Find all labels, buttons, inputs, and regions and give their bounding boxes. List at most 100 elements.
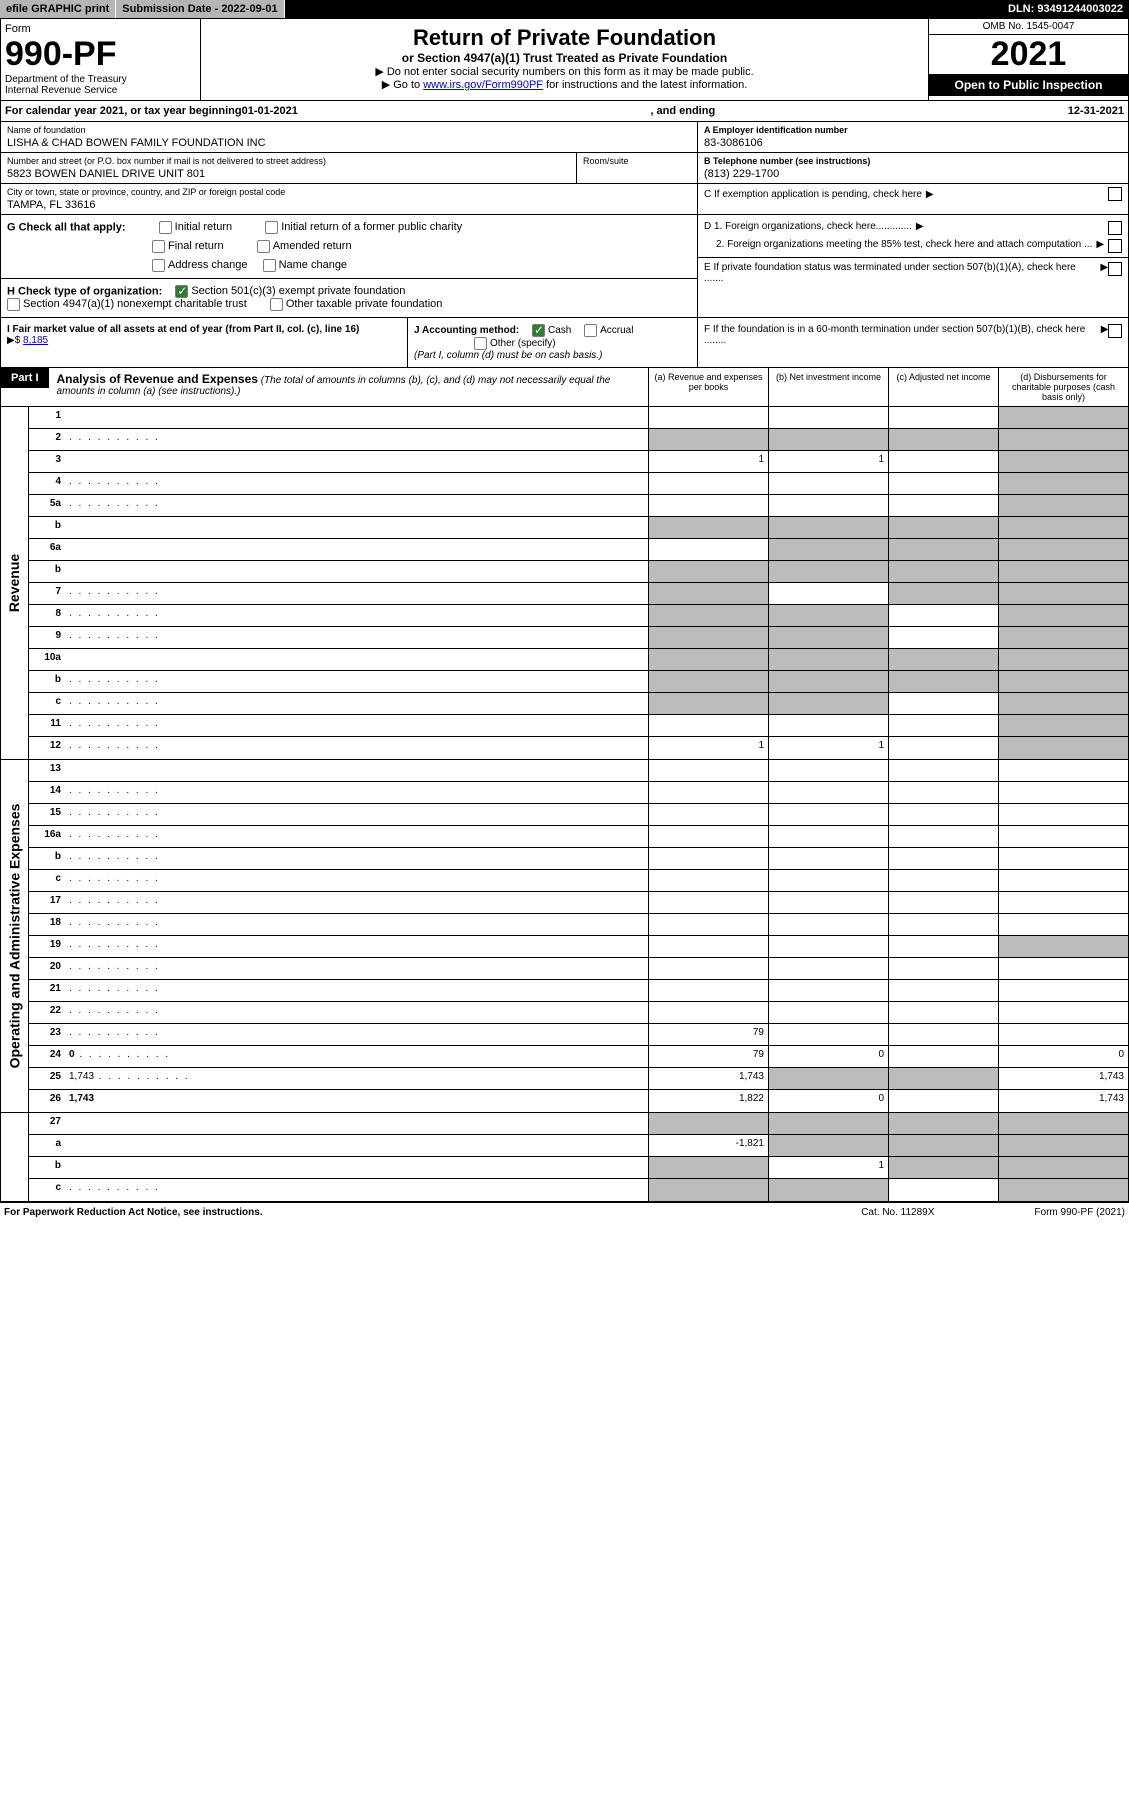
arrow-icon xyxy=(926,189,934,200)
part1-header: Part I Analysis of Revenue and Expenses … xyxy=(0,368,1129,407)
irs-link[interactable]: www.irs.gov/Form990PF xyxy=(423,79,543,91)
table-row: b xyxy=(29,561,1128,583)
d2-label: 2. Foreign organizations meeting the 85%… xyxy=(716,239,1092,253)
fmv-link[interactable]: 8,185 xyxy=(23,335,48,346)
instr-link-row: ▶ Go to www.irs.gov/Form990PF for instru… xyxy=(207,78,922,91)
cash-chk[interactable] xyxy=(532,324,545,337)
501c3-chk[interactable] xyxy=(175,285,188,298)
table-row: 9 xyxy=(29,627,1128,649)
street-address: 5823 BOWEN DANIEL DRIVE UNIT 801 xyxy=(7,166,570,180)
table-row: c xyxy=(29,1179,1128,1201)
e-checkbox[interactable] xyxy=(1108,262,1122,276)
table-row: 17 xyxy=(29,892,1128,914)
table-row: 20 xyxy=(29,958,1128,980)
city-state-zip: TAMPA, FL 33616 xyxy=(7,197,691,211)
initial-return-chk[interactable] xyxy=(159,221,172,234)
col-a-header: (a) Revenue and expenses per books xyxy=(648,368,768,406)
table-row: 261,7431,82201,743 xyxy=(29,1090,1128,1112)
d2-checkbox[interactable] xyxy=(1108,239,1122,253)
col-d-header: (d) Disbursements for charitable purpose… xyxy=(998,368,1128,406)
table-row: 22 xyxy=(29,1002,1128,1024)
entity-info: Name of foundation LISHA & CHAD BOWEN FA… xyxy=(0,122,1129,215)
ein: 83-3086106 xyxy=(704,135,1122,149)
dln: DLN: 93491244003022 xyxy=(1002,0,1129,18)
initial-former-chk[interactable] xyxy=(265,221,278,234)
table-row: 2379 xyxy=(29,1024,1128,1046)
table-row: a-1,821 xyxy=(29,1135,1128,1157)
form-title: Return of Private Foundation xyxy=(207,25,922,51)
table-row: 14 xyxy=(29,782,1128,804)
efile-label: efile GRAPHIC print xyxy=(0,0,116,18)
form-number: 990-PF xyxy=(5,35,196,74)
table-row: 4 xyxy=(29,473,1128,495)
d1-checkbox[interactable] xyxy=(1108,221,1122,235)
cat-no: Cat. No. 11289X xyxy=(861,1207,934,1218)
final-return-chk[interactable] xyxy=(152,240,165,253)
address-change-chk[interactable] xyxy=(152,259,165,272)
4947-chk[interactable] xyxy=(7,298,20,311)
table-row: b1 xyxy=(29,1157,1128,1179)
table-row: c xyxy=(29,870,1128,892)
table-row: 1 xyxy=(29,407,1128,429)
table-row: 15 xyxy=(29,804,1128,826)
table-row: b xyxy=(29,848,1128,870)
f-checkbox[interactable] xyxy=(1108,324,1122,338)
footer: For Paperwork Reduction Act Notice, see … xyxy=(0,1202,1129,1222)
table-row: 16a xyxy=(29,826,1128,848)
part1-title: Analysis of Revenue and Expenses xyxy=(57,372,258,386)
bottom-section: 27a-1,821b1c xyxy=(0,1113,1129,1202)
table-row: 21 xyxy=(29,980,1128,1002)
form-word: Form xyxy=(5,23,196,35)
table-row: b xyxy=(29,517,1128,539)
col-b-header: (b) Net investment income xyxy=(768,368,888,406)
table-row: 6a xyxy=(29,539,1128,561)
table-row: b xyxy=(29,671,1128,693)
table-row: 18 xyxy=(29,914,1128,936)
telephone: (813) 229-1700 xyxy=(704,166,1122,180)
revenue-section: Revenue 1231145ab6ab78910abc111211 xyxy=(0,407,1129,760)
accrual-chk[interactable] xyxy=(584,324,597,337)
c-checkbox[interactable] xyxy=(1108,187,1122,201)
form-ref: Form 990-PF (2021) xyxy=(1034,1207,1125,1218)
e-label: E If private foundation status was termi… xyxy=(704,262,1096,284)
j-note: (Part I, column (d) must be on cash basi… xyxy=(414,350,602,361)
expenses-section: Operating and Administrative Expenses 13… xyxy=(0,760,1129,1113)
submission-date: Submission Date - 2022-09-01 xyxy=(116,0,284,18)
c-label: C If exemption application is pending, c… xyxy=(704,189,922,200)
revenue-label: Revenue xyxy=(7,554,23,612)
other-method-chk[interactable] xyxy=(474,337,487,350)
table-row: 251,7431,7431,743 xyxy=(29,1068,1128,1090)
i-label: I Fair market value of all assets at end… xyxy=(7,324,359,335)
form-header: Form 990-PF Department of the Treasury I… xyxy=(0,18,1129,101)
room-label: Room/suite xyxy=(583,156,691,166)
name-change-chk[interactable] xyxy=(263,259,276,272)
open-public: Open to Public Inspection xyxy=(929,74,1128,96)
table-row: 311 xyxy=(29,451,1128,473)
h-label: H Check type of organization: xyxy=(7,285,162,297)
calendar-year-row: For calendar year 2021, or tax year begi… xyxy=(0,101,1129,122)
table-row: 19 xyxy=(29,936,1128,958)
amended-chk[interactable] xyxy=(257,240,270,253)
g-label: G Check all that apply: xyxy=(7,221,126,233)
table-row: 8 xyxy=(29,605,1128,627)
d1-label: D 1. Foreign organizations, check here..… xyxy=(704,221,912,235)
table-row: 2 xyxy=(29,429,1128,451)
tel-label: B Telephone number (see instructions) xyxy=(704,156,1122,166)
foundation-name: LISHA & CHAD BOWEN FAMILY FOUNDATION INC xyxy=(7,135,691,149)
table-row: 7 xyxy=(29,583,1128,605)
city-label: City or town, state or province, country… xyxy=(7,187,691,197)
irs: Internal Revenue Service xyxy=(5,85,196,96)
table-row: 13 xyxy=(29,760,1128,782)
col-c-header: (c) Adjusted net income xyxy=(888,368,998,406)
table-row: 10a xyxy=(29,649,1128,671)
year-begin: 01-01-2021 xyxy=(242,105,298,117)
ein-label: A Employer identification number xyxy=(704,125,1122,135)
table-row: 11 xyxy=(29,715,1128,737)
header-bar: efile GRAPHIC print Submission Date - 20… xyxy=(0,0,1129,18)
other-taxable-chk[interactable] xyxy=(270,298,283,311)
table-row: 1211 xyxy=(29,737,1128,759)
dept-treasury: Department of the Treasury xyxy=(5,74,196,85)
part1-badge: Part I xyxy=(1,368,49,388)
tax-year: 2021 xyxy=(929,35,1128,74)
omb-number: OMB No. 1545-0047 xyxy=(929,19,1128,35)
